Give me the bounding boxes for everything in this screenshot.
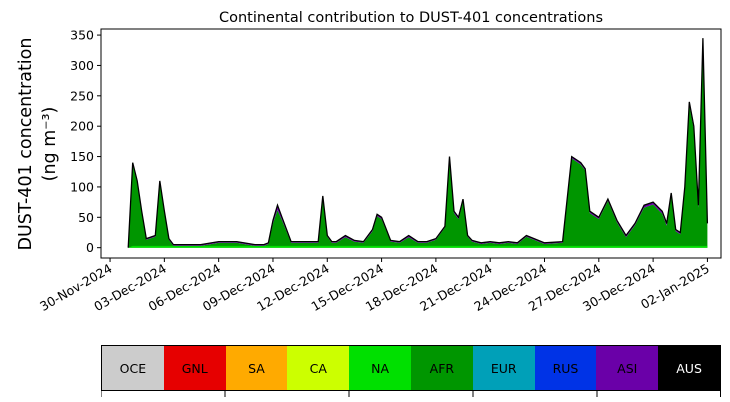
y-axis-label-line1: DUST-401 concentration — [16, 38, 36, 251]
legend-afr: AFR — [410, 346, 473, 390]
y-tick-label: 300 — [70, 58, 94, 73]
total-line — [127, 38, 709, 248]
y-tick-label: 200 — [70, 119, 94, 134]
chart: Continental contribution to DUST-401 con… — [16, 10, 722, 314]
colorbar-ticks — [101, 391, 721, 397]
plot-frame — [100, 28, 722, 259]
colorbar-legend: OCE GNL SA CA NA AFR EUR RUS ASI AUS — [101, 345, 721, 391]
plot-area — [127, 38, 709, 248]
y-axis-label: DUST-401 concentration (ng m⁻³) — [16, 38, 60, 251]
legend-gnl: GNL — [163, 346, 226, 390]
area-na — [128, 245, 708, 248]
y-tick-label: 0 — [86, 240, 94, 255]
y-tick-label: 250 — [70, 88, 94, 103]
area-afr — [128, 43, 708, 248]
legend-eur: EUR — [472, 346, 535, 390]
legend-ca: CA — [287, 346, 350, 390]
legend-oce: OCE — [102, 346, 164, 390]
y-tick-label: 50 — [78, 210, 94, 225]
area-asi — [128, 38, 708, 248]
y-tick-label: 350 — [70, 28, 94, 43]
y-tick-label: 150 — [70, 149, 94, 164]
x-axis: 30-Nov-202403-Dec-202406-Dec-202409-Dec-… — [37, 258, 712, 314]
legend-rus: RUS — [534, 346, 597, 390]
y-axis-label-line2: (ng m⁻³) — [40, 107, 60, 182]
legend-sa: SA — [225, 346, 288, 390]
legend-asi: ASI — [596, 346, 659, 390]
chart-title: Continental contribution to DUST-401 con… — [219, 10, 603, 26]
legend-aus: AUS — [658, 346, 720, 390]
legend-na: NA — [349, 346, 411, 390]
y-tick-label: 100 — [70, 179, 94, 194]
y-axis: 0 50 100 150 200 250 300 350 — [70, 28, 101, 255]
